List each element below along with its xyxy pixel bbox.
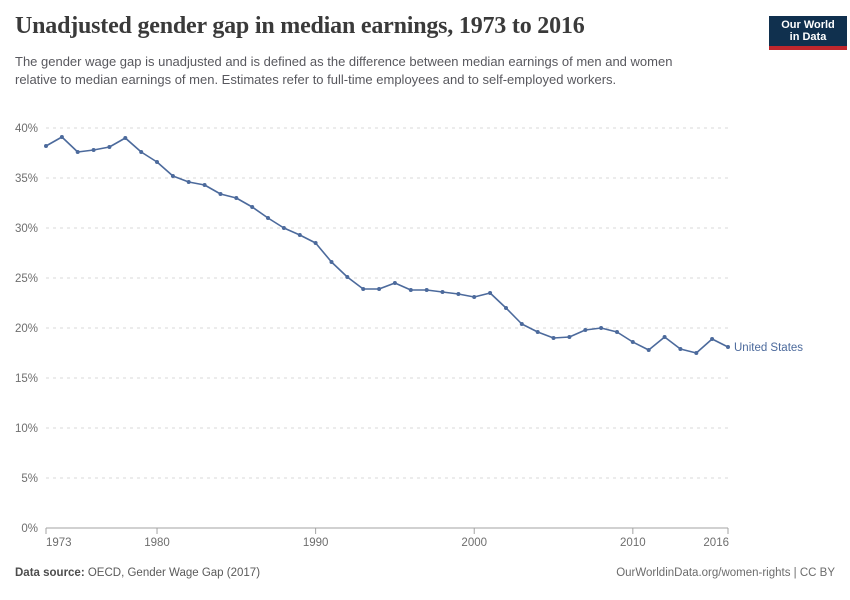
y-tick-label: 0% [21,523,38,535]
data-point [583,328,588,332]
data-point [361,287,366,291]
data-point [170,174,175,178]
data-point [646,348,651,352]
data-point [218,192,223,196]
data-point [250,205,255,209]
data-point [139,150,144,154]
y-tick-label: 25% [15,273,38,285]
data-point [91,148,96,152]
y-tick-label: 40% [15,123,38,135]
data-point [377,287,382,291]
x-tick-label: 1980 [144,537,170,549]
x-tick-label: 2016 [703,537,729,549]
data-point [107,145,112,149]
data-point [424,288,429,292]
data-point [567,335,572,339]
data-point [329,260,334,264]
x-tick-label: 2010 [620,537,646,549]
data-point [599,326,604,330]
data-source-text: OECD, Gender Wage Gap (2017) [84,567,261,579]
data-point [504,306,508,310]
owid-logo-line2: in Data [789,31,827,43]
data-point [313,241,318,245]
series-line-united-states [45,136,729,354]
data-point [440,290,445,294]
data-point [155,160,159,164]
data-source: Data source: OECD, Gender Wage Gap (2017… [15,567,260,579]
data-point [44,144,48,148]
y-tick-label: 20% [15,323,38,335]
data-point [408,288,413,292]
x-tick-label: 2000 [461,537,487,549]
data-point [392,281,397,285]
data-point [535,330,540,334]
data-point [678,347,683,351]
data-point [519,322,524,326]
data-point [345,275,350,279]
x-tick-label: 1990 [303,537,329,549]
owid-logo: Our World in Data [769,16,847,50]
data-point [615,330,619,334]
data-point [630,340,635,344]
data-point [59,135,64,139]
x-tick-label: 1973 [46,537,72,549]
data-point [202,183,207,187]
credit-line: OurWorldinData.org/women-rights | CC BY [616,567,835,579]
owid-logo-line1: Our World [781,19,835,31]
y-tick-label: 35% [15,173,38,185]
y-tick-label: 15% [15,373,38,385]
data-point [472,295,477,299]
y-tick-label: 5% [21,473,38,485]
data-point [488,291,493,295]
data-point [662,335,667,339]
data-source-label: Data source: [15,567,85,579]
data-point [234,196,239,200]
data-point [266,216,270,220]
data-point [297,233,302,237]
data-point [281,226,286,230]
chart-footer: Data source: OECD, Gender Wage Gap (2017… [0,567,850,579]
y-tick-label: 10% [15,423,38,435]
data-point [551,336,556,340]
series-label-united-states: United States [734,342,803,354]
page-title: Unadjusted gender gap in median earnings… [15,13,585,39]
data-point [710,337,715,341]
chart-subtitle: The gender wage gap is unadjusted and is… [15,54,673,87]
data-point [186,180,191,184]
data-point [456,292,461,296]
data-point [123,136,128,140]
data-point [694,351,699,355]
data-point [75,150,80,154]
y-tick-label: 30% [15,223,38,235]
data-point [726,345,730,349]
